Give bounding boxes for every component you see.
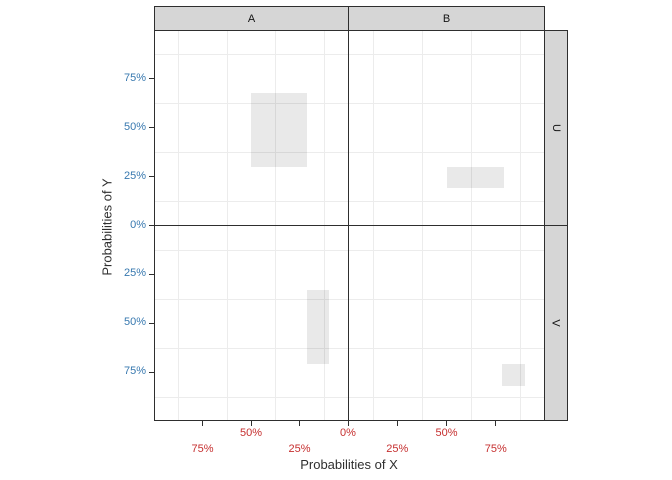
facet-strip-column-b: B [348,6,545,31]
facet-strip-row-u: U [544,30,568,226]
mosaic-rect-layer [155,31,544,420]
plot-panels [154,30,545,421]
x-tick-label: 25% [288,442,311,455]
x-tick-label: 75% [484,442,507,455]
y-tick-label: 75% [123,365,146,378]
x-tick-label: 50% [435,427,458,439]
gridline-horizontal [155,201,544,203]
mosaic-rect [446,166,504,189]
x-tick-mark [299,421,300,426]
y-tick-label: 25% [123,267,146,280]
y-tick-label: 0% [130,218,146,231]
y-tick-label: 25% [123,169,146,182]
y-axis-title: Probabilities of Y [99,178,115,276]
gridline-horizontal [155,249,544,251]
facet-label-v: V [550,319,562,327]
gridline-horizontal [155,396,544,398]
x-tick-mark [446,421,447,426]
x-tick-mark [495,421,497,426]
x-tick-mark [202,421,203,426]
facet-divider-horizontal [155,225,544,226]
x-tick-mark [396,421,398,426]
facet-label-u: U [549,124,562,132]
y-tick-label: 75% [123,71,146,84]
mosaic-rect [251,92,308,167]
x-tick-label: 50% [239,427,263,439]
x-tick-mark [250,421,252,426]
x-tick-label: 0% [340,427,356,439]
facet-strip-row-v: V [544,225,568,421]
facet-label-b: B [442,12,451,25]
gridline-horizontal [155,347,544,349]
gridline-horizontal [155,54,544,56]
gridline-horizontal [155,298,544,300]
gridline-horizontal [155,152,544,154]
mosaic-rect [501,364,526,386]
y-tick-label: 50% [123,316,146,329]
mosaic-rect [307,290,329,365]
facet-label-a: A [247,12,256,25]
facet-strip-column-a: A [154,6,349,31]
y-tick-label: 50% [123,120,146,133]
x-tick-label: 75% [191,442,214,455]
x-tick-label: 25% [386,442,409,455]
x-tick-mark [347,421,349,426]
x-axis-title: Probabilities of X [300,457,398,472]
gridline-horizontal [155,103,544,105]
